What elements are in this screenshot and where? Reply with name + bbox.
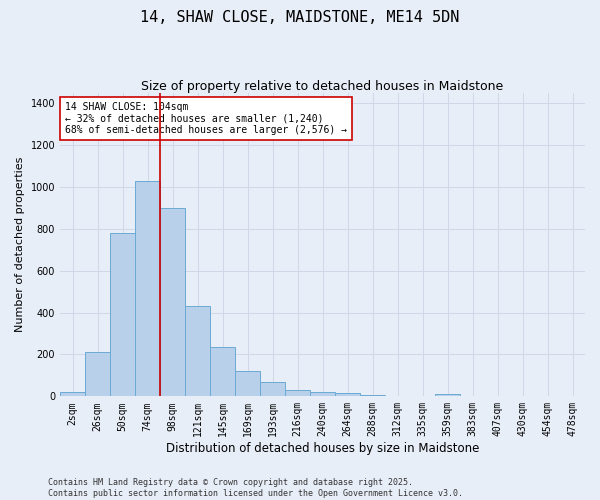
Bar	[235, 371, 260, 396]
Bar	[110, 233, 135, 396]
Bar	[85, 352, 110, 397]
Title: Size of property relative to detached houses in Maidstone: Size of property relative to detached ho…	[142, 80, 503, 93]
Bar	[335, 393, 360, 396]
Bar	[310, 392, 335, 396]
Text: 14, SHAW CLOSE, MAIDSTONE, ME14 5DN: 14, SHAW CLOSE, MAIDSTONE, ME14 5DN	[140, 10, 460, 25]
Bar	[285, 390, 310, 396]
Text: Contains HM Land Registry data © Crown copyright and database right 2025.
Contai: Contains HM Land Registry data © Crown c…	[48, 478, 463, 498]
Bar	[435, 394, 460, 396]
Y-axis label: Number of detached properties: Number of detached properties	[15, 157, 25, 332]
X-axis label: Distribution of detached houses by size in Maidstone: Distribution of detached houses by size …	[166, 442, 479, 455]
Bar	[135, 181, 160, 396]
Bar	[360, 395, 385, 396]
Bar	[185, 306, 210, 396]
Text: 14 SHAW CLOSE: 104sqm
← 32% of detached houses are smaller (1,240)
68% of semi-d: 14 SHAW CLOSE: 104sqm ← 32% of detached …	[65, 102, 347, 136]
Bar	[260, 382, 285, 396]
Bar	[210, 347, 235, 397]
Bar	[60, 392, 85, 396]
Bar	[160, 208, 185, 396]
